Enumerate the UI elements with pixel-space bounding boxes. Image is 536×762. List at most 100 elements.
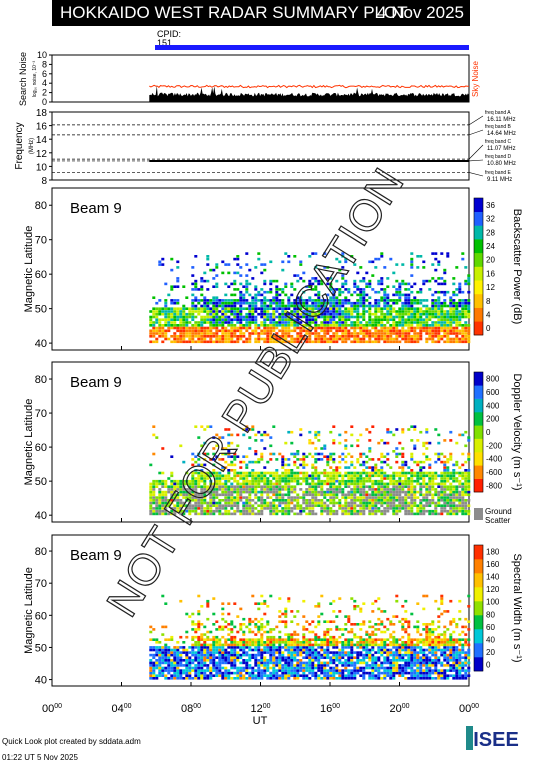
data-cell [461, 299, 464, 302]
data-cell [152, 502, 155, 505]
data-cell [455, 307, 458, 310]
data-cell [275, 510, 278, 513]
data-cell [359, 641, 362, 644]
data-cell [314, 338, 317, 341]
data-cell [320, 504, 323, 507]
data-cell [233, 464, 236, 467]
data-cell [461, 472, 464, 475]
data-cell [377, 480, 380, 483]
data-cell [305, 310, 308, 313]
data-cell [323, 324, 326, 327]
data-cell [323, 338, 326, 341]
data-cell [344, 318, 347, 321]
data-cell [338, 269, 341, 272]
data-cell [341, 338, 344, 341]
data-cell [446, 332, 449, 335]
data-cell [392, 496, 395, 499]
data-cell [335, 638, 338, 641]
data-cell [203, 480, 206, 483]
data-cell [296, 341, 299, 344]
data-cell [371, 305, 374, 308]
data-cell [275, 285, 278, 288]
data-cell [269, 335, 272, 338]
data-cell [245, 477, 248, 480]
data-cell [182, 488, 185, 491]
data-cell [299, 296, 302, 299]
data-cell [308, 656, 311, 659]
data-cell [251, 504, 254, 507]
data-cell [380, 332, 383, 335]
data-cell [221, 504, 224, 507]
data-cell [410, 485, 413, 488]
data-cell [152, 646, 155, 649]
data-cell [245, 677, 248, 680]
data-cell [311, 442, 314, 445]
data-cell [362, 307, 365, 310]
data-cell [293, 513, 296, 516]
data-cell [350, 662, 353, 665]
data-cell [224, 321, 227, 324]
data-cell [374, 341, 377, 344]
noise-panel-frame [52, 55, 469, 102]
data-cell [152, 324, 155, 327]
data-cell [170, 651, 173, 654]
data-cell [158, 504, 161, 507]
data-cell [431, 294, 434, 297]
data-cell [284, 485, 287, 488]
data-cell [329, 628, 332, 631]
data-cell [206, 651, 209, 654]
data-cell [335, 628, 338, 631]
data-cell [227, 318, 230, 321]
data-cell [245, 324, 248, 327]
data-cell [338, 674, 341, 677]
data-cell [353, 280, 356, 283]
data-cell [407, 472, 410, 475]
data-cell [374, 324, 377, 327]
data-cell [308, 649, 311, 652]
data-cell [335, 310, 338, 313]
data-cell [152, 669, 155, 672]
data-cell [323, 316, 326, 319]
data-cell [218, 494, 221, 497]
data-cell [365, 651, 368, 654]
data-cell [251, 595, 254, 598]
data-cell [356, 458, 359, 461]
data-cell [299, 305, 302, 308]
data-cell [260, 272, 263, 275]
data-cell [368, 450, 371, 453]
data-cell [209, 662, 212, 665]
data-cell [170, 258, 173, 261]
data-cell [254, 475, 257, 478]
data-cell [212, 638, 215, 641]
data-cell [341, 327, 344, 330]
data-cell [260, 477, 263, 480]
data-cell [221, 272, 224, 275]
data-cell [374, 305, 377, 308]
data-cell [362, 277, 365, 280]
data-cell [383, 442, 386, 445]
data-cell [380, 255, 383, 258]
data-cell [257, 664, 260, 667]
data-cell [344, 310, 347, 313]
data-cell [416, 496, 419, 499]
data-cell [287, 510, 290, 513]
data-cell [467, 458, 470, 461]
data-cell [263, 475, 266, 478]
data-cell [464, 302, 467, 305]
data-cell [344, 302, 347, 305]
data-cell [224, 318, 227, 321]
data-cell [410, 499, 413, 502]
data-cell [203, 633, 206, 636]
data-cell [395, 316, 398, 319]
data-cell [380, 288, 383, 291]
data-cell [398, 310, 401, 313]
data-cell [236, 504, 239, 507]
data-cell [311, 620, 314, 623]
data-cell [314, 341, 317, 344]
data-cell [431, 332, 434, 335]
data-cell [428, 458, 431, 461]
data-cell [215, 480, 218, 483]
data-cell [356, 321, 359, 324]
data-cell [353, 651, 356, 654]
data-cell [263, 338, 266, 341]
